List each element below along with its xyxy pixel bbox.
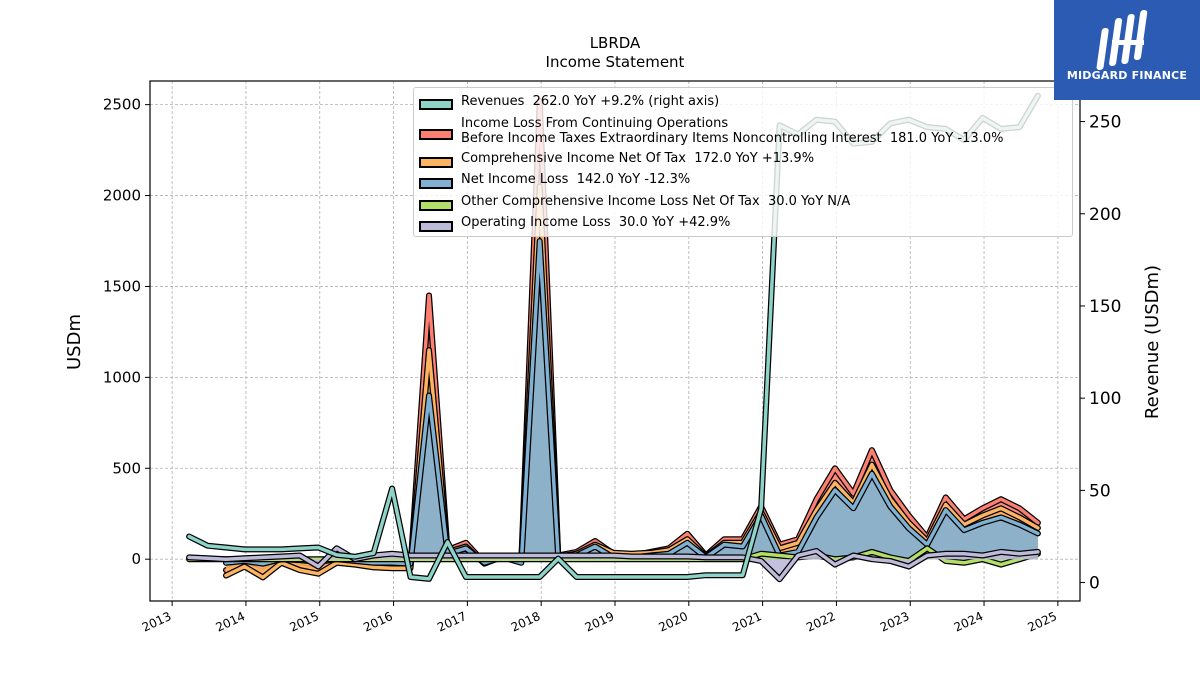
x-tick-label: 2015 [287,609,321,635]
x-tick-label: 2014 [214,609,248,635]
legend-swatch [419,221,453,232]
y-axis-right-ticks: 0 50 100 150 200 250 [1080,113,1121,594]
x-axis-ticks: 2013 2014 2015 2016 2017 2018 2019 2020 2021 2022… [140,601,1059,635]
brand-name: MIDGARD FINANCE [1066,69,1188,82]
y-axis-left-ticks: 0 500 1000 1500 2000 2500 [103,96,150,568]
midgard-logo-icon [1096,10,1148,70]
x-tick-label: 2025 [1026,609,1060,635]
series-2 [223,238,1041,567]
y-axis-left-label: USDm [64,314,85,370]
y-axis-right-label: Revenue (USDm) [1142,265,1163,419]
chart-legend: Revenues 262.0 YoY +9.2% (right axis) Inc… [413,87,1073,237]
x-tick-label: 2013 [140,609,174,635]
x-tick-label: 2022 [804,609,838,635]
legend-label: Net Income Loss 142.0 YoY -12.3% [461,172,691,187]
legend-label: Other Comprehensive Income Loss Net Of T… [461,194,851,209]
legend-label: Operating Income Loss 30.0 YoY +42.9% [461,215,731,230]
series-area [226,241,1038,564]
series-1 [223,183,1041,581]
x-tick-label: 2019 [583,609,617,635]
y-tick-label: 1000 [103,368,141,386]
x-tick-label: 2020 [656,609,690,635]
legend-swatch [419,178,453,189]
series-line-outline [223,183,1041,581]
chart-subtitle: Income Statement [546,53,685,71]
series-area [226,186,1038,578]
series-line [224,184,1040,580]
legend-label: Comprehensive Income Net Of Tax 172.0 Yo… [461,151,815,166]
x-tick-label: 2023 [878,609,912,635]
x-tick-label: 2024 [952,609,986,635]
y-tick-label: 0 [131,550,141,568]
series-line-outline [223,238,1041,567]
series-line [224,239,1040,566]
y-right-tick-label: 0 [1089,574,1100,594]
x-tick-label: 2021 [730,609,764,635]
legend-swatch [419,99,453,110]
y-tick-label: 1500 [103,277,141,295]
x-tick-label: 2017 [435,609,469,635]
chart-title: LBRDA [590,34,641,52]
legend-swatch [419,129,453,140]
y-right-tick-label: 50 [1089,481,1111,501]
y-tick-label: 500 [112,459,141,477]
legend-label: Revenues 262.0 YoY +9.2% (right axis) [461,94,720,109]
y-tick-label: 2500 [103,96,141,114]
brand-logo: MIDGARD FINANCE [1054,0,1200,100]
x-tick-label: 2018 [509,609,543,635]
y-right-tick-label: 150 [1089,297,1121,317]
legend-swatch [419,157,453,168]
legend-label: Income Loss From Continuing Operations B… [461,116,1004,146]
legend-swatch [419,200,453,211]
x-tick-label: 2016 [361,609,395,635]
y-tick-label: 2000 [103,187,141,205]
y-right-tick-label: 250 [1089,113,1121,133]
y-right-tick-label: 100 [1089,389,1121,409]
y-right-tick-label: 200 [1089,205,1121,225]
